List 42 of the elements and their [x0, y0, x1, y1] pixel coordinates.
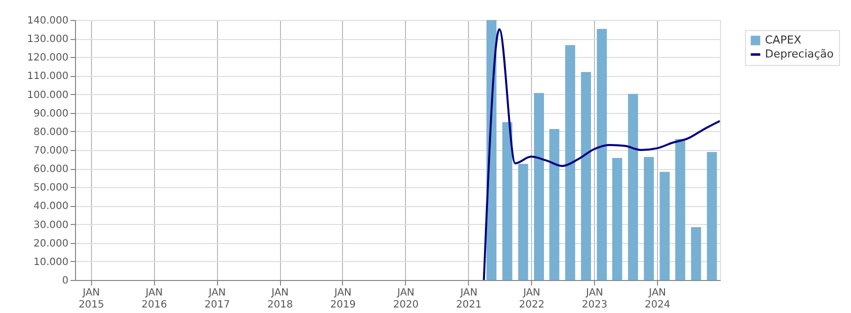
x-tick-label: JAN 2023: [582, 288, 608, 310]
bar: [596, 28, 607, 280]
bar: [706, 152, 717, 280]
y-tick-label: 20.000: [34, 238, 68, 250]
bar: [581, 72, 592, 280]
bar: [691, 227, 702, 280]
y-tick-label: 50.000: [34, 182, 68, 194]
bar: [518, 164, 528, 280]
x-tick-label: JAN 2020: [393, 288, 419, 310]
bar: [612, 158, 622, 280]
y-tick-label: 130.000: [27, 34, 68, 46]
bar: [644, 157, 654, 280]
legend-label: CAPEX: [765, 34, 802, 46]
y-tick-label: 30.000: [34, 220, 68, 231]
x-tick-label: JAN 2018: [267, 288, 293, 310]
x-tick-label: JAN 2021: [456, 288, 482, 310]
y-tick-label: 70.000: [34, 146, 68, 156]
line-series: [482, 28, 721, 281]
y-tick-label: 140.000: [27, 16, 68, 26]
bar: [675, 139, 686, 280]
x-tick-label: JAN 2019: [330, 288, 356, 310]
y-tick-label: 60.000: [34, 164, 68, 176]
y-tick-label: 100.000: [27, 90, 68, 101]
y-tick-label: 110.000: [27, 71, 68, 82]
x-tick-label: JAN 2024: [644, 288, 670, 310]
bar: [660, 172, 670, 280]
bar: [565, 45, 576, 280]
bar: [502, 122, 512, 280]
y-tick-label: 0: [62, 276, 68, 286]
y-tick-label: 80.000: [34, 126, 68, 138]
y-tick-label: 10.000: [34, 256, 68, 268]
y-tick-label: 40.000: [34, 201, 68, 212]
y-tick-label: 90.000: [34, 108, 68, 120]
y-tick-label: 120.000: [27, 52, 68, 64]
legend-label: Depreciação: [765, 48, 834, 60]
x-tick-label: JAN 2015: [78, 288, 104, 310]
x-tick-label: JAN 2022: [519, 288, 544, 310]
bar: [549, 129, 560, 280]
x-tick-label: JAN 2017: [204, 288, 230, 310]
x-tick-label: JAN 2016: [141, 288, 167, 310]
bar: [534, 92, 544, 280]
bar: [628, 94, 638, 280]
